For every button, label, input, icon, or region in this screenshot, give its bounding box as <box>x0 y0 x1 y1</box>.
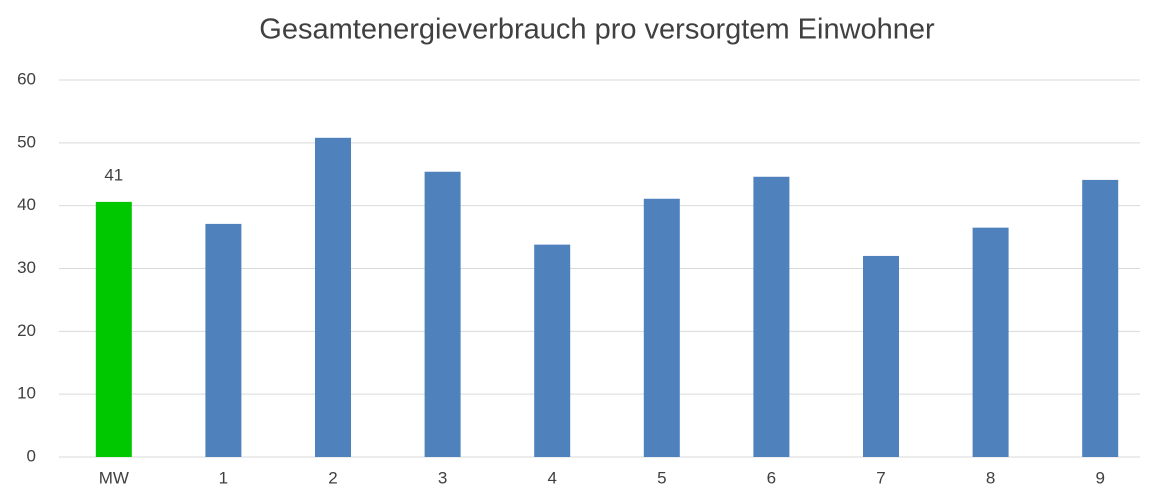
bar <box>315 137 351 457</box>
bar <box>972 227 1009 457</box>
y-tick-label: 20 <box>17 321 36 340</box>
x-tick-label: 5 <box>657 468 666 487</box>
y-tick-label: 30 <box>17 258 36 277</box>
y-tick-label: 40 <box>17 195 36 214</box>
bar <box>643 198 680 457</box>
y-tick-label: 10 <box>17 384 36 403</box>
x-tick-label: 1 <box>219 468 228 487</box>
bar <box>753 176 790 457</box>
chart-title: Gesamtenergieverbrauch pro versorgtem Ei… <box>259 14 935 46</box>
y-tick-label: 0 <box>27 446 36 465</box>
bar <box>1082 179 1119 457</box>
bar <box>95 201 132 457</box>
x-tick-label: 8 <box>986 468 995 487</box>
bar <box>534 244 571 457</box>
x-tick-label: 3 <box>438 468 447 487</box>
x-tick-label: 4 <box>547 468 556 487</box>
x-tick-label: 6 <box>767 468 776 487</box>
x-tick-label: 7 <box>876 468 885 487</box>
x-tick-label: MW <box>99 468 129 487</box>
x-tick-label: 9 <box>1095 468 1104 487</box>
bar <box>424 171 461 457</box>
y-tick-label: 50 <box>17 132 36 151</box>
x-tick-label: 2 <box>328 468 337 487</box>
bar <box>863 255 899 457</box>
data-label: 41 <box>104 165 123 184</box>
y-tick-label: 60 <box>17 69 36 88</box>
bar <box>205 223 242 457</box>
